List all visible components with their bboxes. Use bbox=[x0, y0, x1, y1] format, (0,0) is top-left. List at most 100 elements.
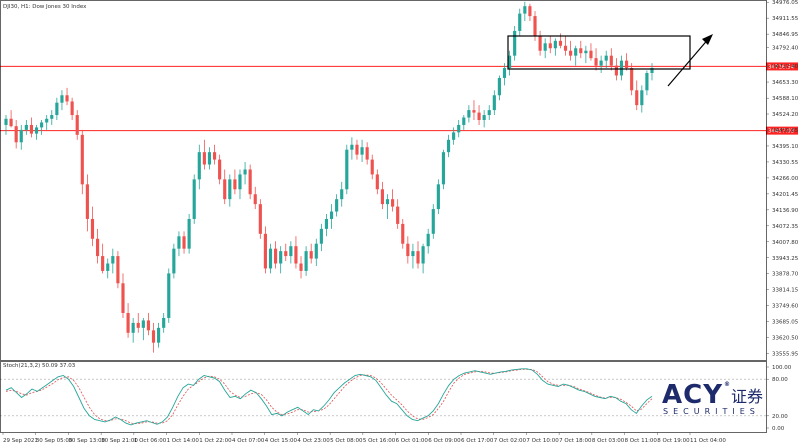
y-tick-label: 33685.05 bbox=[772, 320, 799, 326]
candle-body bbox=[441, 152, 446, 185]
candle-body bbox=[563, 45, 568, 51]
y-tick-label: 34846.95 bbox=[772, 32, 799, 38]
y-tick-label: 33555.95 bbox=[772, 352, 799, 358]
candle-body bbox=[279, 251, 283, 264]
x-tick-label: 30 Sep 13:00 bbox=[68, 438, 105, 444]
candle-body bbox=[624, 60, 629, 69]
candle-body bbox=[197, 152, 201, 180]
candle-body bbox=[436, 184, 440, 210]
candle-body bbox=[9, 118, 13, 127]
candle-body bbox=[604, 55, 608, 61]
stoch-tick-label: 0.00 bbox=[772, 426, 785, 432]
candle-body bbox=[162, 317, 166, 328]
candle-body bbox=[223, 179, 227, 200]
candle-body bbox=[619, 60, 624, 76]
candle-body bbox=[589, 50, 593, 59]
candle-body bbox=[14, 126, 18, 143]
x-tick-label: 7 Oct 02:00 bbox=[494, 438, 527, 444]
y-tick-label: 34007.80 bbox=[772, 240, 799, 246]
candle-body bbox=[452, 132, 456, 140]
candle-body bbox=[243, 169, 247, 175]
candle-body bbox=[513, 30, 517, 56]
x-tick-label: 1 Oct 06:00 bbox=[134, 438, 167, 444]
stoch-tick-label: 20.00 bbox=[772, 414, 788, 420]
y-tick-label: 33814.15 bbox=[772, 288, 799, 294]
candle-body bbox=[599, 60, 603, 66]
y-tick-label: 34976.05 bbox=[772, 0, 799, 6]
candle-body bbox=[126, 312, 130, 333]
candle-body bbox=[70, 101, 74, 116]
candle-body bbox=[90, 218, 95, 239]
arrow-head bbox=[702, 34, 713, 45]
candle-body bbox=[29, 124, 34, 134]
candle-body bbox=[309, 251, 313, 259]
candle-body bbox=[299, 263, 303, 271]
logo-mark: ® bbox=[724, 381, 731, 388]
x-tick-label: 1 Oct 22:00 bbox=[199, 438, 232, 444]
y-tick-label: 34588.10 bbox=[772, 96, 799, 102]
candle-body bbox=[202, 152, 206, 165]
candle-body bbox=[141, 320, 145, 328]
candle-body bbox=[187, 218, 191, 249]
candle-body bbox=[462, 117, 466, 125]
candle-body bbox=[538, 35, 542, 51]
candle-body bbox=[263, 233, 267, 269]
x-tick-label: 30 Sep 21:00 bbox=[101, 438, 138, 444]
candle-body bbox=[380, 189, 384, 205]
price-tag-label: 34457.03 bbox=[768, 129, 795, 135]
candle-body bbox=[375, 174, 379, 190]
candle-body bbox=[192, 179, 196, 219]
candle-body bbox=[385, 199, 390, 205]
candle-body bbox=[553, 40, 557, 49]
candle-body bbox=[248, 169, 252, 195]
candle-body bbox=[507, 55, 512, 69]
candle-body bbox=[640, 90, 644, 106]
candle-body bbox=[34, 127, 39, 134]
x-tick-label: 6 Oct 09:00 bbox=[428, 438, 461, 444]
candle-body bbox=[502, 68, 507, 78]
candle-body bbox=[569, 50, 573, 56]
y-tick-label: 34136.90 bbox=[772, 208, 799, 214]
stoch-tick-label: 100.00 bbox=[772, 365, 792, 371]
stochastic-panel bbox=[0, 368, 766, 426]
candle-body bbox=[319, 228, 323, 244]
logo-name: ACY bbox=[662, 380, 723, 410]
candle-body bbox=[4, 118, 8, 125]
x-tick-label: 11 Oct 04:00 bbox=[690, 438, 726, 444]
x-tick-label: 5 Oct 16:00 bbox=[363, 438, 396, 444]
candle-body bbox=[258, 204, 262, 234]
candle-body bbox=[421, 246, 425, 264]
y-tick-label: 34911.55 bbox=[772, 16, 799, 22]
candle-body bbox=[45, 118, 49, 123]
candle-body bbox=[228, 179, 232, 200]
candle-body bbox=[274, 248, 278, 264]
y-tick-label: 34792.40 bbox=[772, 46, 799, 52]
candle-body bbox=[80, 134, 84, 185]
candle-body bbox=[50, 115, 54, 119]
candle-body bbox=[446, 139, 451, 153]
candle-body bbox=[401, 223, 405, 244]
x-tick-label: 4 Oct 23:00 bbox=[297, 438, 330, 444]
candle-body bbox=[370, 159, 374, 175]
chart-title: DJI30, H1: Dow Jones 30 Index bbox=[3, 4, 87, 10]
candle-body bbox=[391, 199, 395, 207]
x-tick-label: 8 Oct 11:00 bbox=[625, 438, 658, 444]
candle-body bbox=[75, 115, 79, 135]
candle-body bbox=[136, 322, 140, 328]
candle-body bbox=[167, 273, 171, 318]
candle-body bbox=[533, 16, 537, 36]
candle-body bbox=[650, 68, 654, 73]
candle-body bbox=[609, 55, 613, 66]
y-tick-label: 34330.55 bbox=[772, 160, 799, 166]
candle-body bbox=[487, 110, 491, 116]
candle-body bbox=[579, 48, 583, 54]
candle-body bbox=[635, 90, 639, 106]
candle-body bbox=[284, 251, 288, 257]
candle-body bbox=[365, 147, 369, 160]
candle-body bbox=[355, 144, 359, 155]
candle-body bbox=[492, 95, 496, 111]
candle-body bbox=[207, 152, 212, 165]
y-tick-label: 34395.10 bbox=[772, 144, 799, 150]
